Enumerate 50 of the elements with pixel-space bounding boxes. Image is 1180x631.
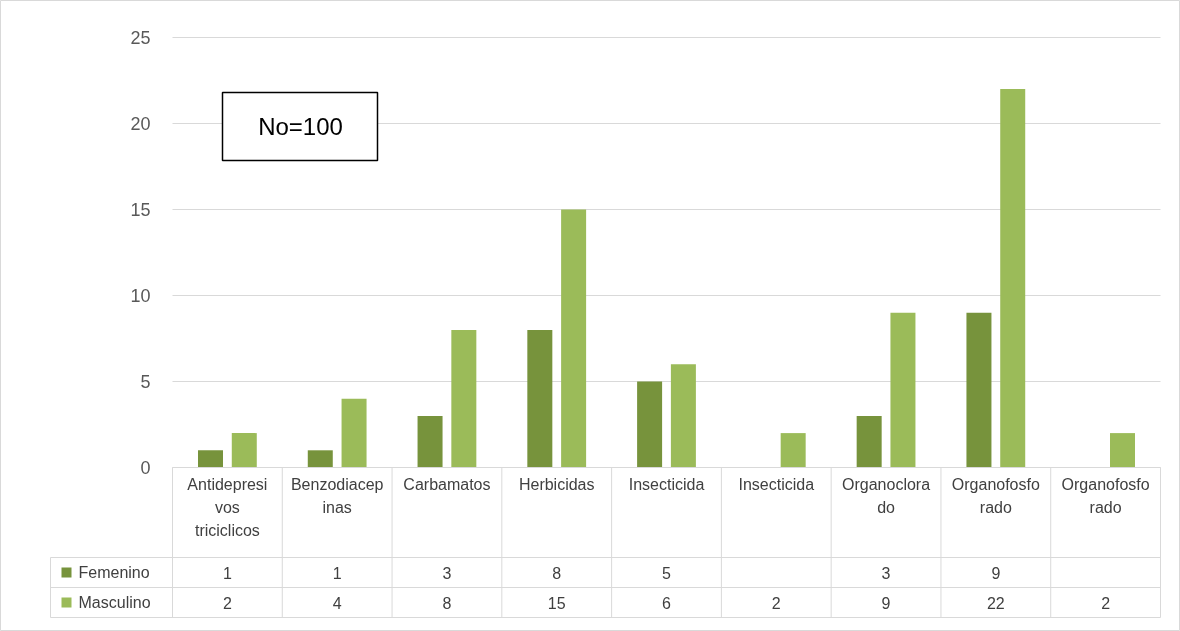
x-tick-label: Organoclorado xyxy=(842,476,931,516)
annotation: No=100 xyxy=(258,113,343,140)
x-tick-label: Insecticida xyxy=(738,476,815,493)
data-label: 4 xyxy=(332,594,342,612)
bar xyxy=(856,415,882,468)
x-tick-label: Antidepresivos triciclicos xyxy=(187,476,268,539)
data-label: 3 xyxy=(881,564,891,582)
y-tick-label: 0 xyxy=(140,458,151,478)
bar xyxy=(527,329,553,468)
bar xyxy=(198,450,223,468)
y-tick-label: 10 xyxy=(130,286,151,306)
x-tick-label: Organofosforado xyxy=(951,476,1040,516)
bar xyxy=(341,398,367,468)
data-label: 2 xyxy=(222,594,232,612)
bar xyxy=(890,312,916,468)
x-tick-label: Herbicidas xyxy=(518,476,595,493)
data-label: 8 xyxy=(442,594,452,612)
data-label: 2 xyxy=(1101,594,1111,612)
bar xyxy=(1110,433,1135,468)
bar xyxy=(561,209,587,468)
y-tick-label: 5 xyxy=(140,372,151,392)
bar xyxy=(670,364,696,468)
data-label: 15 xyxy=(547,594,566,612)
legend-label: Masculino xyxy=(78,594,151,611)
x-tick-label: Benzodiacepinas xyxy=(290,476,384,516)
bar xyxy=(231,433,257,468)
y-tick-label: 20 xyxy=(130,114,151,134)
x-tick-label: Carbamatos xyxy=(403,476,491,493)
x-tick-label: Organofosforado xyxy=(1061,476,1150,516)
data-label: 5 xyxy=(662,564,672,582)
bar xyxy=(1000,89,1026,468)
bar xyxy=(637,381,663,468)
data-label: 1 xyxy=(222,564,232,582)
data-label: 1 xyxy=(332,564,342,582)
data-label: 22 xyxy=(986,594,1005,612)
data-label: 9 xyxy=(991,564,1001,582)
data-label: 6 xyxy=(662,594,672,612)
x-tick-label: Insecticida xyxy=(628,476,705,493)
bar xyxy=(417,415,443,468)
legend-label: Femenino xyxy=(78,564,150,581)
y-tick-label: 15 xyxy=(130,200,151,220)
bar xyxy=(451,329,477,468)
bar xyxy=(966,312,992,468)
data-label: 3 xyxy=(442,564,452,582)
data-label: 2 xyxy=(771,594,781,612)
data-label: 9 xyxy=(881,594,891,612)
bar xyxy=(307,450,333,468)
y-tick-label: 25 xyxy=(130,28,151,48)
data-label: 8 xyxy=(552,564,562,582)
bar xyxy=(780,433,806,468)
